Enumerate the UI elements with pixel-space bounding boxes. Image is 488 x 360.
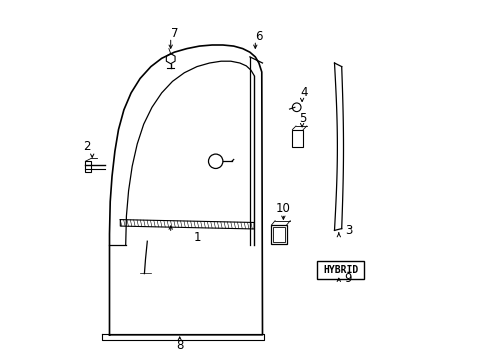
Text: 6: 6: [255, 30, 262, 42]
Bar: [292, 130, 303, 147]
Bar: [85, 161, 91, 172]
Text: 2: 2: [82, 140, 90, 153]
Bar: [271, 225, 286, 244]
Text: 7: 7: [170, 27, 178, 40]
Text: 5: 5: [299, 112, 306, 125]
Text: HYBRID: HYBRID: [323, 265, 358, 275]
Text: 10: 10: [275, 202, 290, 215]
Bar: [273, 227, 284, 242]
Text: 4: 4: [300, 86, 307, 99]
Text: 9: 9: [344, 273, 351, 285]
Text: 8: 8: [176, 339, 183, 352]
Text: 1: 1: [194, 231, 201, 244]
Text: 3: 3: [345, 224, 352, 237]
